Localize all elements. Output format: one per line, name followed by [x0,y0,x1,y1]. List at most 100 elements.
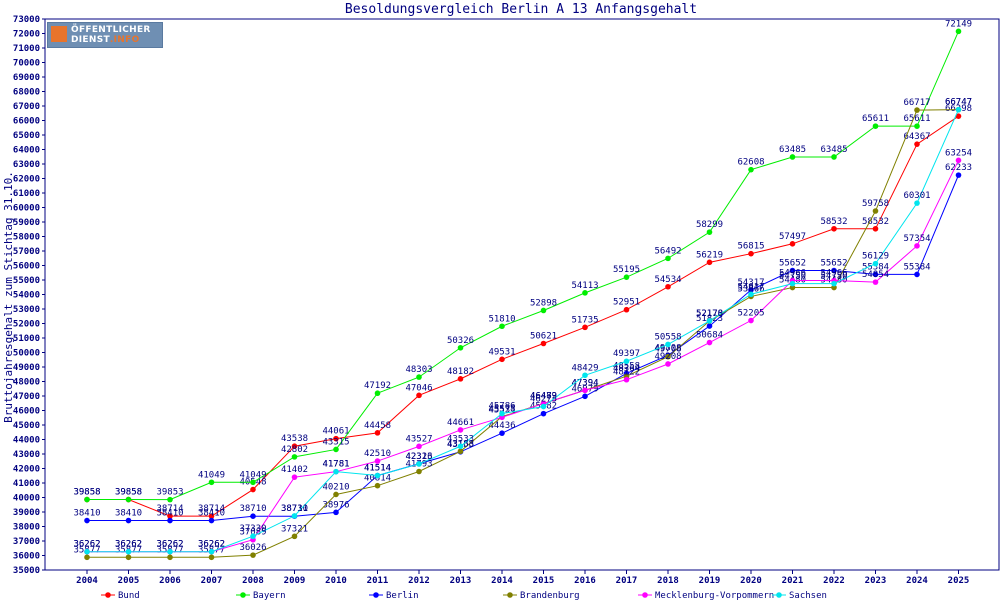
legend-swatch-marker [642,592,648,598]
data-label: 45786 [488,402,515,412]
data-label: 65611 [862,114,889,124]
data-point [333,435,339,442]
y-tick-label: 72000 [13,30,40,40]
y-tick-label: 68000 [13,88,40,98]
data-label: 46273 [530,395,557,405]
data-label: 41781 [322,460,349,470]
x-tick-label: 2020 [740,576,762,586]
y-tick-label: 42000 [13,465,40,475]
data-label: 48429 [571,363,598,373]
data-label: 36262 [156,540,183,550]
data-point [416,461,422,467]
data-point [872,208,879,214]
y-tick-label: 65000 [13,131,40,141]
data-point [872,260,879,267]
data-label: 43315 [322,437,349,447]
data-label: 66747 [945,98,972,108]
data-label: 45531 [488,405,515,415]
data-label: 60301 [903,191,930,201]
data-label: 36262 [115,540,142,550]
legend-item-mecklenburg-vorpommern: Mecklenburg-Vorpommern [638,591,774,600]
data-point [789,267,796,274]
data-label: 36262 [73,540,100,550]
data-point [457,376,464,382]
data-point [748,166,754,173]
data-point [250,552,256,558]
data-label: 38731 [281,504,308,514]
data-point [333,509,339,516]
data-point [208,548,215,555]
data-label: 38410 [115,509,142,519]
data-point [291,443,298,449]
data-point [665,361,671,367]
data-label: 44458 [364,421,391,431]
data-label: 57497 [779,232,806,242]
data-point [623,306,630,313]
series-line-berlin [87,174,959,522]
data-point [914,123,920,129]
data-point [748,291,754,298]
data-label: 47046 [405,383,432,393]
data-point [499,323,505,330]
data-label: 58532 [820,217,847,227]
data-point [167,554,173,561]
data-point [457,427,464,433]
data-point [499,410,505,417]
data-label: 47394 [571,378,598,388]
data-label: 39858 [115,488,142,498]
data-label: 72149 [945,19,972,29]
x-tick-label: 2013 [450,576,472,586]
x-tick-label: 2018 [657,576,679,586]
y-tick-label: 41000 [13,479,40,489]
data-point [914,107,920,113]
data-label: 37089 [239,528,266,538]
legend-item-sachsen: Sachsen [772,591,827,600]
legend-swatch-marker [373,592,379,598]
x-tick-label: 2022 [823,576,845,586]
data-point [789,240,796,247]
data-label: 49208 [654,352,681,362]
data-label: 48182 [447,367,474,377]
data-label: 36026 [239,543,266,553]
data-label: 55652 [820,259,847,269]
data-label: 52898 [530,298,557,308]
legend-swatch-marker [507,592,513,598]
data-label: 50326 [447,336,474,346]
data-point [84,517,90,524]
data-point [291,513,298,519]
series-bund: 3985839858387143871440548435384406144458… [73,104,972,519]
legend-label: Bayern [253,591,286,600]
data-point [831,225,837,232]
x-tick-label: 2009 [284,576,306,586]
data-label: 38710 [281,504,308,514]
data-label: 49397 [613,349,640,359]
data-label: 44661 [447,418,474,428]
legend-label: Sachsen [789,591,827,600]
y-tick-label: 45000 [13,421,40,431]
data-point [208,513,215,519]
data-point [582,393,588,400]
data-label: 36262 [198,540,225,550]
data-point [955,113,962,119]
data-label: 37321 [281,524,308,534]
data-point [665,283,671,290]
legend-item-berlin: Berlin [369,591,419,600]
data-point [540,307,547,314]
data-label: 52178 [696,309,723,319]
data-point [208,479,215,486]
data-label: 49808 [654,343,681,353]
data-point [540,403,547,410]
data-label: 40814 [364,474,391,484]
data-label: 42313 [405,452,432,462]
data-point [84,496,90,503]
x-tick-label: 2007 [201,576,223,586]
series-line-sachsen [87,109,959,553]
data-point [582,387,588,394]
data-point [831,154,837,160]
y-tick-label: 46000 [13,407,40,417]
y-tick-label: 53000 [13,305,40,315]
data-point [706,259,713,266]
data-point [914,141,920,147]
y-tick-label: 63000 [13,160,40,170]
